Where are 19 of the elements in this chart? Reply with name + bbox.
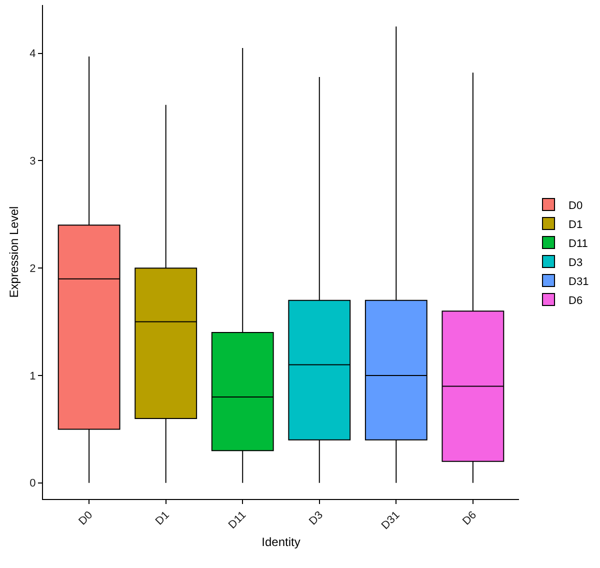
legend-label: D31	[568, 276, 589, 288]
x-tick-label: D11	[226, 509, 249, 532]
legend-label: D6	[568, 294, 583, 307]
x-tick-label: D1	[153, 509, 172, 528]
legend-label: D11	[568, 238, 588, 250]
legend-label: D0	[568, 200, 583, 212]
legend-label: D1	[568, 218, 583, 231]
y-tick-label: 3	[30, 156, 36, 168]
x-tick-label: D0	[76, 509, 96, 528]
x-tick-label: D31	[379, 509, 402, 532]
y-axis-title: Expression Level	[6, 206, 21, 298]
x-tick-label: D6	[460, 509, 479, 528]
y-tick-label: 4	[30, 48, 36, 60]
legend-label: D3	[568, 256, 583, 269]
x-tick-label: D3	[306, 509, 326, 528]
y-tick-label: 2	[30, 262, 36, 275]
y-tick-label: 0	[30, 478, 36, 490]
y-tick-label: 1	[30, 370, 36, 382]
x-axis-title: Identity	[262, 534, 300, 549]
